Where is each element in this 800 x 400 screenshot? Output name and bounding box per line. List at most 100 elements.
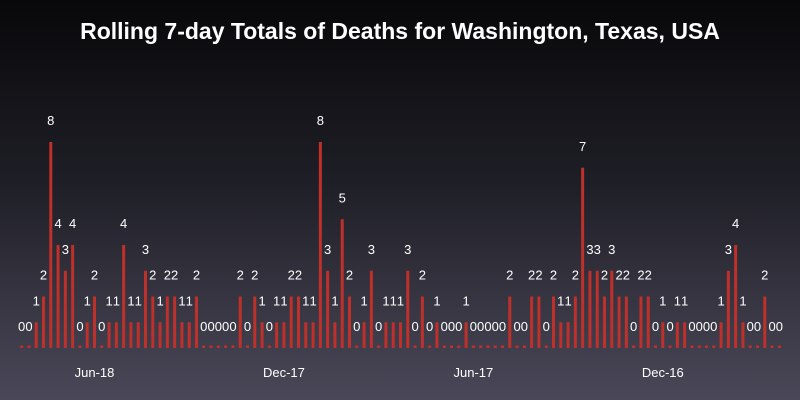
- data-label: 0: [492, 319, 499, 334]
- bar: [464, 322, 468, 348]
- bar: [581, 167, 585, 348]
- bar: [654, 345, 657, 348]
- bar: [501, 345, 504, 348]
- data-label: 1: [113, 293, 120, 308]
- bar: [588, 270, 592, 348]
- bar: [122, 245, 126, 348]
- bar: [690, 345, 694, 348]
- bar: [712, 345, 716, 348]
- bar: [216, 345, 220, 348]
- bar: [289, 296, 293, 348]
- bar: [195, 296, 198, 348]
- bar: [777, 345, 781, 348]
- data-label: 0: [18, 319, 25, 334]
- bar: [129, 322, 133, 348]
- data-label: 0: [215, 319, 222, 334]
- data-label: 1: [717, 293, 724, 308]
- data-label: 1: [33, 293, 40, 308]
- data-label: 1: [302, 293, 309, 308]
- bar: [100, 345, 104, 348]
- data-label: 2: [761, 268, 768, 283]
- bar: [144, 270, 147, 348]
- data-label: 2: [637, 268, 644, 283]
- data-label: 3: [324, 242, 331, 257]
- bar: [333, 322, 337, 348]
- data-label: 8: [47, 113, 54, 128]
- data-label: 4: [54, 216, 61, 231]
- bar: [530, 296, 534, 348]
- data-label: 0: [703, 319, 710, 334]
- bar: [253, 296, 257, 348]
- data-label: 2: [91, 268, 98, 283]
- bar: [756, 345, 759, 348]
- data-label: 3: [142, 242, 149, 257]
- data-label: 1: [390, 293, 397, 308]
- data-label: 0: [477, 319, 484, 334]
- bar: [391, 322, 395, 348]
- data-label: 0: [448, 319, 455, 334]
- x-tick-label: Jun-17: [453, 365, 493, 380]
- bar: [661, 322, 665, 348]
- bar: [267, 345, 271, 348]
- data-label: 0: [375, 319, 382, 334]
- bar: [450, 345, 453, 348]
- data-label: 1: [258, 293, 265, 308]
- data-label: 3: [594, 242, 601, 257]
- bar: [20, 345, 24, 348]
- data-label: 0: [696, 319, 703, 334]
- bar: [552, 296, 555, 348]
- bar: [573, 296, 577, 348]
- data-label: 0: [470, 319, 477, 334]
- bar: [202, 345, 206, 348]
- bar: [362, 322, 366, 348]
- bar: [173, 296, 177, 348]
- data-label: 1: [462, 293, 469, 308]
- data-label: 0: [25, 319, 32, 334]
- data-label: 1: [433, 293, 440, 308]
- data-label: 2: [40, 268, 47, 283]
- bar: [246, 345, 249, 348]
- data-label: 2: [506, 268, 513, 283]
- bar: [282, 322, 286, 348]
- x-tick-label: Dec-16: [642, 365, 684, 380]
- bar: [493, 345, 497, 348]
- bar: [304, 322, 308, 348]
- data-label: 2: [295, 268, 302, 283]
- x-tick-label: Jun-18: [75, 365, 115, 380]
- bar: [719, 322, 723, 348]
- data-label: 1: [681, 293, 688, 308]
- bar: [49, 142, 53, 348]
- data-label: 1: [557, 293, 564, 308]
- bar: [297, 296, 300, 348]
- bar: [260, 322, 264, 348]
- data-label: 0: [499, 319, 506, 334]
- data-label: 2: [601, 268, 608, 283]
- data-label: 0: [207, 319, 214, 334]
- data-label: 0: [426, 319, 433, 334]
- bar: [318, 142, 322, 348]
- data-label: 3: [62, 242, 69, 257]
- data-label: 2: [623, 268, 630, 283]
- data-label: 1: [280, 293, 287, 308]
- bar: [326, 270, 330, 348]
- bar: [566, 322, 570, 348]
- bar: [595, 270, 599, 348]
- bar: [632, 345, 636, 348]
- data-label: 0: [266, 319, 273, 334]
- bar: [668, 345, 672, 348]
- bar: [741, 322, 745, 348]
- bar: [683, 322, 687, 348]
- data-label: 2: [645, 268, 652, 283]
- bar: [515, 345, 519, 348]
- bar: [165, 296, 169, 348]
- x-tick-label: Dec-17: [263, 365, 305, 380]
- bar: [340, 219, 344, 348]
- bar: [384, 322, 388, 348]
- data-label: 2: [528, 268, 535, 283]
- data-label: 3: [725, 242, 732, 257]
- data-label: 0: [222, 319, 229, 334]
- data-label: 2: [237, 268, 244, 283]
- bar: [435, 322, 439, 348]
- data-label: 2: [288, 268, 295, 283]
